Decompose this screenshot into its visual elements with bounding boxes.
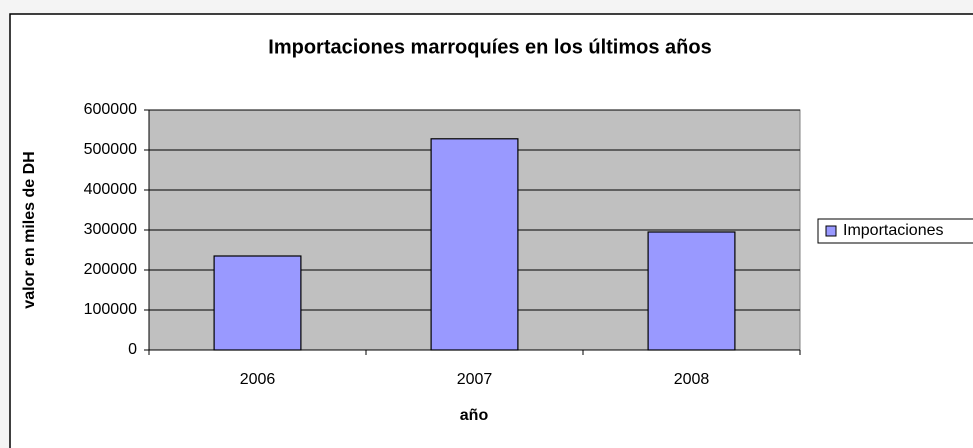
legend-swatch (825, 225, 837, 237)
x-axis-label: año (460, 407, 489, 424)
legend-box (817, 218, 973, 244)
bar (213, 255, 302, 351)
y-tick-label: 500000 (84, 141, 137, 158)
y-tick-label: 100000 (84, 301, 137, 318)
chart-title: Importaciones marroquíes en los últimos … (268, 36, 711, 58)
y-tick-label: 600000 (84, 101, 137, 118)
y-tick-label: 0 (128, 341, 137, 358)
y-axis-label: valor en miles de DH (21, 151, 38, 308)
x-tick-label: 2007 (457, 371, 493, 388)
y-tick-label: 200000 (84, 261, 137, 278)
legend-label: Importaciones (843, 222, 944, 239)
y-tick-label: 400000 (84, 181, 137, 198)
bar (647, 231, 736, 351)
x-tick-label: 2006 (240, 371, 276, 388)
x-tick-label: 2008 (674, 371, 710, 388)
y-tick-label: 300000 (84, 221, 137, 238)
bar (430, 138, 519, 351)
